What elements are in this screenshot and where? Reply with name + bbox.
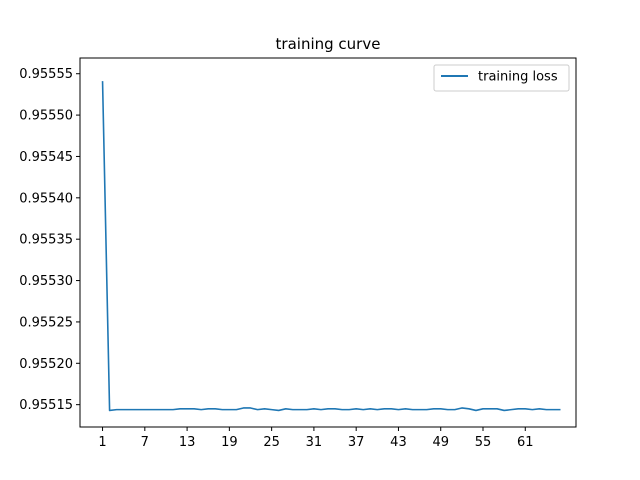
data-point [207, 408, 209, 410]
y-tick-label: 0.95535 [19, 233, 73, 248]
data-point [355, 408, 357, 410]
data-point [517, 408, 519, 410]
data-point [165, 409, 167, 411]
data-point [461, 407, 463, 409]
data-point [391, 408, 393, 410]
y-tick-label: 0.95550 [19, 109, 73, 124]
data-point [151, 409, 153, 411]
x-tick-label: 1 [98, 435, 106, 450]
y-axis: 0.95515 0.95520 0.95525 0.95530 0.95535 0.955… [19, 67, 80, 413]
data-point [264, 408, 266, 410]
data-point [172, 409, 174, 411]
x-axis: 1 7 13 19 25 31 37 43 49 55 61 [98, 427, 534, 450]
data-point [560, 409, 562, 411]
data-point [137, 409, 139, 411]
data-point [123, 409, 125, 411]
data-point [222, 409, 224, 411]
y-tick-label: 0.95555 [19, 67, 73, 82]
x-tick-label: 55 [475, 435, 492, 450]
plot-area [79, 57, 577, 428]
data-point [334, 408, 336, 410]
data-point [440, 408, 442, 410]
data-point [243, 407, 245, 409]
data-point [278, 410, 280, 412]
data-point [306, 409, 308, 411]
data-point [193, 408, 195, 410]
data-point [271, 409, 273, 411]
data-point [539, 408, 541, 410]
data-point [496, 408, 498, 410]
data-point [398, 409, 400, 411]
data-point [468, 408, 470, 410]
x-tick-label: 7 [141, 435, 149, 450]
data-point [285, 408, 287, 410]
data-point [299, 409, 301, 411]
x-tick-label: 13 [179, 435, 196, 450]
axes-frame [79, 57, 577, 428]
data-point [313, 408, 315, 410]
data-point [116, 409, 118, 411]
legend-box [433, 64, 570, 92]
data-point [419, 409, 421, 411]
data-point [200, 409, 202, 411]
data-point [348, 409, 350, 411]
x-tick-label: 61 [517, 435, 534, 450]
data-point [158, 409, 160, 411]
data-point [292, 409, 294, 411]
data-point [489, 408, 491, 410]
data-point [250, 407, 252, 409]
data-point [482, 408, 484, 410]
data-point [369, 408, 371, 410]
x-tick-label: 43 [390, 435, 407, 450]
x-tick-label: 31 [306, 435, 323, 450]
series-layer [101, 80, 562, 412]
data-point [405, 408, 407, 410]
x-tick-label: 19 [221, 435, 238, 450]
legend-label-training-loss: training loss [478, 70, 558, 85]
data-point [214, 408, 216, 410]
y-tick-label: 0.95540 [19, 191, 73, 206]
data-point [102, 80, 104, 82]
data-point [524, 408, 526, 410]
data-point [186, 408, 188, 410]
data-point [384, 408, 386, 410]
data-point [257, 409, 259, 411]
data-point [433, 408, 435, 410]
y-tick-label: 0.95530 [19, 274, 73, 289]
data-point [362, 409, 364, 411]
y-tick-label: 0.95515 [19, 398, 73, 413]
data-point [144, 409, 146, 411]
x-tick-label: 37 [348, 435, 365, 450]
data-point [412, 409, 414, 411]
data-point [454, 409, 456, 411]
data-point [320, 409, 322, 411]
data-point [503, 410, 505, 412]
data-point [475, 410, 477, 412]
y-tick-label: 0.95545 [19, 150, 73, 165]
y-tick-label: 0.95525 [19, 315, 73, 330]
data-point [236, 409, 238, 411]
data-point [546, 409, 548, 411]
legend: training loss [433, 64, 570, 92]
y-tick-label: 0.95520 [19, 357, 73, 372]
data-point [377, 409, 379, 411]
data-point [341, 409, 343, 411]
chart-title: training curve [276, 35, 381, 53]
data-point [109, 410, 111, 412]
x-tick-label: 25 [263, 435, 280, 450]
data-point [130, 409, 132, 411]
data-point [426, 409, 428, 411]
series-line-training-loss [101, 81, 561, 412]
data-point [447, 409, 449, 411]
data-point [532, 409, 534, 411]
data-point [553, 409, 555, 411]
data-point [510, 409, 512, 411]
data-point [327, 408, 329, 410]
data-point [229, 409, 231, 411]
data-point [179, 408, 181, 410]
x-tick-label: 49 [432, 435, 449, 450]
